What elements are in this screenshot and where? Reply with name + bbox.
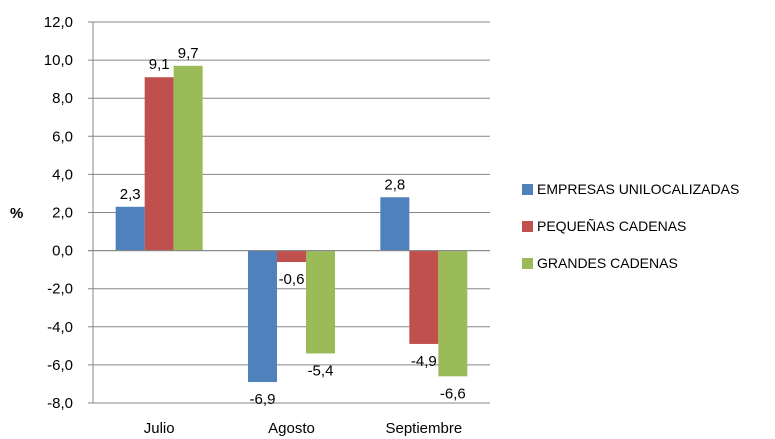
data-label: -0,6: [279, 271, 305, 288]
data-label: 9,1: [149, 56, 170, 73]
y-tick-label: 6,0: [52, 128, 73, 145]
data-label: 9,7: [178, 45, 199, 62]
y-tick-label: 12,0: [44, 14, 73, 31]
data-label: 2,8: [384, 176, 405, 193]
y-tick-label: -2,0: [47, 281, 73, 298]
legend-swatch: [522, 257, 533, 269]
bar: [173, 65, 203, 251]
axes: [88, 22, 490, 403]
y-tick-label: 4,0: [52, 166, 73, 183]
y-tick-label: -4,0: [47, 319, 73, 336]
data-label: -6,9: [250, 391, 276, 408]
bar: [380, 197, 410, 251]
legend-label: PEQUEÑAS CADENAS: [537, 218, 687, 234]
y-tick-label: 0,0: [52, 243, 73, 260]
legend-swatch: [522, 183, 533, 195]
legend-item: GRANDES CADENAS: [522, 254, 739, 272]
y-tick-label: 2,0: [52, 205, 73, 222]
legend-item: PEQUEÑAS CADENAS: [522, 217, 739, 235]
y-tick-label: 8,0: [52, 90, 73, 107]
x-category-label: Agosto: [268, 420, 315, 437]
y-tick-label: -6,0: [47, 357, 73, 374]
legend: EMPRESAS UNILOCALIZADAS PEQUEÑAS CADENAS…: [522, 180, 739, 291]
bar: [144, 77, 174, 251]
x-category-label: Julio: [144, 420, 175, 437]
bar: [306, 250, 335, 354]
legend-swatch: [522, 220, 533, 232]
bar: [438, 250, 468, 377]
data-label: -4,9: [411, 353, 437, 370]
data-label: -6,6: [440, 385, 466, 402]
data-labels: 2,3 9,1 9,7 -6,9 -0,6 -5,4 2,8 -4,9-6,6: [120, 45, 466, 408]
bar: [115, 206, 145, 251]
legend-label: EMPRESAS UNILOCALIZADAS: [537, 181, 740, 197]
bar: [248, 250, 277, 383]
x-category-label: Septiembre: [385, 420, 462, 437]
bar: [277, 250, 306, 263]
y-axis-ticks: 12,0 10,0 8,0 6,0 4,0 2,0 0,0 -2,0 -4,0 -6,0 -8,0: [44, 14, 73, 412]
y-axis-label: %: [10, 205, 23, 222]
bars: [115, 65, 468, 383]
y-tick-label: -8,0: [47, 395, 73, 412]
bar: [409, 250, 439, 344]
data-label: 2,3: [120, 186, 141, 203]
y-tick-label: 10,0: [44, 52, 73, 69]
legend-item: EMPRESAS UNILOCALIZADAS: [522, 180, 739, 198]
legend-label: GRANDES CADENAS: [537, 255, 678, 271]
data-label: -5,4: [308, 362, 334, 379]
x-axis-categories: Julio Agosto Septiembre: [144, 420, 462, 437]
